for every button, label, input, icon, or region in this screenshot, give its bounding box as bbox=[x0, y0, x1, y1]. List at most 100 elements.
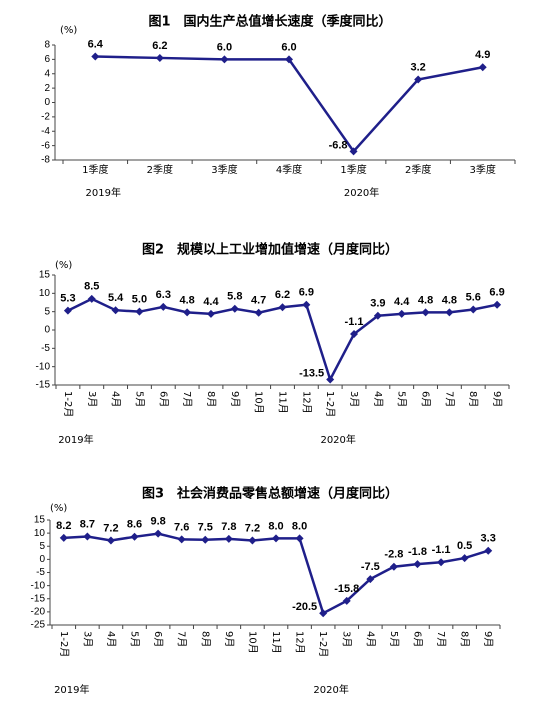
year-label: 2019年 bbox=[58, 433, 93, 446]
y-tick-label: -15 bbox=[31, 593, 46, 604]
value-label: 4.8 bbox=[179, 294, 194, 306]
value-label: 8.0 bbox=[292, 520, 307, 532]
value-label: 8.2 bbox=[56, 520, 71, 532]
x-tick-label: 7月 bbox=[176, 631, 188, 647]
x-tick-label: 1季度 bbox=[82, 163, 108, 176]
x-tick-label: 8月 bbox=[467, 391, 479, 407]
x-tick-label: 11月 bbox=[270, 631, 282, 654]
x-tick-label: 1-2月 bbox=[62, 391, 74, 417]
x-tick-label: 10月 bbox=[253, 391, 265, 414]
value-label: 9.8 bbox=[150, 516, 165, 528]
y-tick-label: -5 bbox=[36, 567, 45, 578]
y-tick-label: -2 bbox=[41, 112, 50, 123]
marker bbox=[437, 558, 446, 567]
x-tick-label: 4月 bbox=[364, 631, 376, 647]
value-label: 5.8 bbox=[227, 291, 242, 303]
chart-title: 图3 社会消费品零售总额增速（月度同比） bbox=[142, 486, 398, 502]
value-label: 6.3 bbox=[156, 289, 171, 301]
value-label: 8.7 bbox=[80, 518, 95, 530]
x-tick-label: 1-2月 bbox=[324, 391, 336, 417]
value-label: -1.8 bbox=[408, 546, 427, 558]
y-tick-label: 2 bbox=[44, 83, 50, 94]
y-tick-label: 0 bbox=[44, 325, 50, 336]
y-tick-label: -8 bbox=[41, 155, 50, 166]
value-label: 5.0 bbox=[132, 294, 147, 306]
marker bbox=[159, 302, 168, 311]
x-tick-label: 1-2月 bbox=[58, 631, 70, 657]
value-label: -20.5 bbox=[292, 601, 317, 613]
x-tick-label: 6月 bbox=[420, 391, 432, 407]
marker bbox=[220, 55, 229, 64]
x-tick-label: 4季度 bbox=[276, 163, 302, 176]
y-tick-label: 10 bbox=[39, 288, 51, 299]
chart-title: 图2 规模以上工业增加值增速（月度同比） bbox=[142, 242, 398, 258]
x-tick-label: 7月 bbox=[435, 631, 447, 647]
marker bbox=[295, 534, 304, 543]
value-label: 6.9 bbox=[489, 287, 504, 299]
x-tick-label: 1季度 bbox=[340, 163, 366, 176]
marker bbox=[484, 546, 493, 555]
x-tick-label: 6月 bbox=[152, 631, 164, 647]
y-tick-label: 15 bbox=[34, 515, 46, 526]
value-label: -2.8 bbox=[384, 549, 403, 561]
value-label: 3.3 bbox=[481, 533, 496, 545]
y-tick-label: 0 bbox=[44, 97, 50, 108]
y-tick-label: -4 bbox=[41, 126, 50, 137]
marker bbox=[319, 609, 328, 618]
year-label: 2019年 bbox=[54, 683, 89, 696]
marker bbox=[421, 308, 430, 317]
marker bbox=[278, 303, 287, 312]
value-label: 6.2 bbox=[152, 40, 167, 52]
value-label: 4.8 bbox=[442, 294, 457, 306]
x-tick-label: 9月 bbox=[482, 631, 494, 647]
marker bbox=[302, 300, 311, 309]
value-label: 6.2 bbox=[275, 289, 290, 301]
value-label: 5.4 bbox=[108, 292, 124, 304]
marker bbox=[111, 306, 120, 315]
y-tick-label: -6 bbox=[41, 140, 50, 151]
x-tick-label: 1-2月 bbox=[317, 631, 329, 657]
value-label: -13.5 bbox=[299, 367, 324, 379]
value-label: 6.0 bbox=[217, 41, 232, 53]
value-label: 7.2 bbox=[103, 522, 118, 534]
x-tick-label: 9月 bbox=[491, 391, 503, 407]
x-tick-label: 8月 bbox=[205, 391, 217, 407]
value-label: -6.8 bbox=[329, 139, 348, 151]
x-tick-label: 5月 bbox=[133, 391, 145, 407]
x-tick-label: 3月 bbox=[81, 631, 93, 647]
marker bbox=[230, 304, 239, 313]
x-tick-label: 5月 bbox=[396, 391, 408, 407]
marker bbox=[373, 311, 382, 320]
value-label: -7.5 bbox=[361, 561, 380, 573]
marker bbox=[183, 308, 192, 317]
value-label: 6.4 bbox=[88, 38, 104, 50]
value-label: 8.6 bbox=[127, 519, 142, 531]
marker bbox=[87, 294, 96, 303]
x-tick-label: 9月 bbox=[229, 391, 241, 407]
value-label: 8.5 bbox=[84, 281, 99, 293]
year-label: 2020年 bbox=[344, 186, 379, 199]
marker bbox=[285, 55, 293, 64]
value-label: 0.5 bbox=[457, 540, 472, 552]
x-tick-label: 7月 bbox=[181, 391, 193, 407]
year-label: 2020年 bbox=[320, 433, 355, 446]
y-tick-label: 0 bbox=[39, 554, 45, 565]
x-tick-label: 12月 bbox=[300, 391, 312, 414]
y-tick-label: 10 bbox=[34, 528, 46, 539]
value-label: -15.8 bbox=[334, 583, 359, 595]
marker bbox=[59, 533, 68, 542]
x-tick-label: 3月 bbox=[348, 391, 360, 407]
x-tick-label: 9月 bbox=[223, 631, 235, 647]
y-tick-label: -10 bbox=[31, 580, 46, 591]
value-label: 8.0 bbox=[268, 520, 283, 532]
x-tick-label: 3月 bbox=[86, 391, 98, 407]
marker bbox=[326, 375, 335, 384]
value-label: 7.2 bbox=[245, 522, 260, 534]
marker bbox=[469, 305, 478, 314]
x-tick-label: 6月 bbox=[157, 391, 169, 407]
value-label: 7.8 bbox=[221, 521, 236, 533]
x-tick-label: 2季度 bbox=[147, 163, 173, 176]
x-tick-label: 5月 bbox=[388, 631, 400, 647]
marker bbox=[201, 535, 210, 544]
